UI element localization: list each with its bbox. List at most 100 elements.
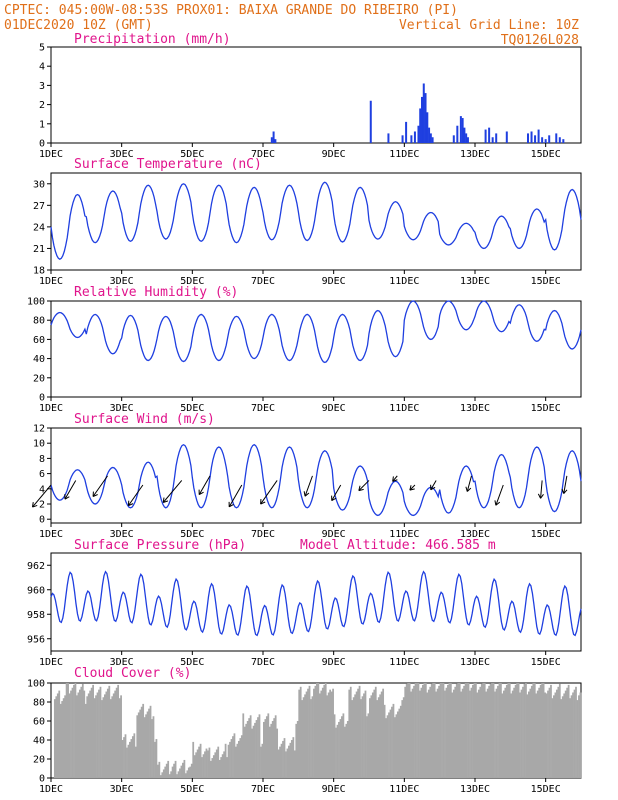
precip-bar xyxy=(541,137,544,143)
cloud-bar xyxy=(342,713,345,778)
cloud-bar xyxy=(483,683,486,778)
cloud-bar xyxy=(491,683,493,778)
wind-xtick-label: 13DEC xyxy=(460,529,490,540)
cloud-bar xyxy=(221,754,224,778)
wind-ytick-label: 0 xyxy=(39,515,45,526)
cloud-bar xyxy=(480,683,483,778)
cloud-bar xyxy=(254,722,256,778)
cloud-bar xyxy=(71,687,74,778)
cloud-bar xyxy=(164,766,167,778)
cloud-bar xyxy=(264,719,267,778)
cloud-bar xyxy=(84,703,87,778)
cloud-bar xyxy=(430,683,433,778)
cloud-bar xyxy=(267,713,270,778)
cloud-bar xyxy=(252,725,255,778)
wind-arrow xyxy=(358,480,370,491)
precip-bar xyxy=(466,137,469,143)
temp-title: Surface Temperature (nC) xyxy=(74,157,262,172)
cloud-bar xyxy=(346,721,349,778)
cloud-bar xyxy=(544,692,546,778)
cloud-bar xyxy=(439,683,442,778)
cloud-bar xyxy=(298,689,301,778)
cloud-bar xyxy=(201,757,203,778)
cloud-bar xyxy=(377,697,380,778)
cloud-bar xyxy=(195,752,198,778)
pressure-altitude: Model Altitude: 466.585 m xyxy=(300,538,496,553)
wind-arrow-head xyxy=(31,502,38,508)
cloud-bar xyxy=(76,695,78,778)
precip-xtick-label: 7DEC xyxy=(251,149,275,160)
wind-arrow xyxy=(466,475,472,492)
cloud-bar xyxy=(451,692,454,778)
cloud-bar xyxy=(479,686,482,778)
precip-bar xyxy=(465,133,468,143)
temp-xtick-label: 7DEC xyxy=(251,276,275,287)
cloud-bar xyxy=(395,714,398,778)
cloud-bar xyxy=(62,698,65,778)
cloud-bar xyxy=(361,696,364,778)
cloud-bar xyxy=(333,714,336,778)
cloud-bar xyxy=(566,687,569,778)
cloud-bar xyxy=(226,757,228,778)
cloud-bar xyxy=(161,772,164,778)
wind-arrow xyxy=(162,480,183,503)
cloud-bar xyxy=(105,691,108,778)
precip-bar xyxy=(461,118,464,143)
wind-arrow-head xyxy=(228,501,234,508)
wind-arrow-head xyxy=(561,488,568,494)
cloud-bar xyxy=(270,723,273,778)
precip-bar xyxy=(413,131,416,143)
cloud-bar xyxy=(207,750,209,778)
wind-title: Surface Wind (m/s) xyxy=(74,412,215,427)
cloud-xtick-label: 7DEC xyxy=(251,784,275,795)
precip-bar xyxy=(488,127,491,143)
precip-ytick-label: 3 xyxy=(39,81,45,92)
cloud-bar xyxy=(486,688,489,778)
cloud-bar xyxy=(261,743,264,778)
cloud-bar xyxy=(545,693,548,778)
rh-line xyxy=(50,300,582,364)
wind-arrow-head xyxy=(64,494,70,500)
cloud-bar xyxy=(70,690,72,778)
precip-bar xyxy=(405,121,408,143)
temp-xtick-label: 5DEC xyxy=(180,276,204,287)
cloud-bar xyxy=(507,683,510,778)
precip-bar xyxy=(527,133,529,143)
cloud-bar xyxy=(279,746,281,778)
cloud-bar xyxy=(187,767,190,778)
cloud-bar xyxy=(186,770,189,778)
cloud-bar xyxy=(286,748,289,778)
precip-bar xyxy=(387,133,390,143)
temp-xtick-label: 1DEC xyxy=(39,276,63,287)
precip-xtick-label: 9DEC xyxy=(322,149,346,160)
cloud-bar xyxy=(504,687,507,778)
wind-arrow xyxy=(260,480,278,505)
cloud-bar xyxy=(385,718,387,778)
wind-arrow-head xyxy=(465,486,472,492)
cloud-bar xyxy=(555,689,558,778)
cloud-bar xyxy=(136,715,139,778)
precip-bar xyxy=(562,139,565,143)
cloud-bar xyxy=(330,691,333,778)
pressure-ytick-label: 956 xyxy=(27,634,45,645)
cloud-bar xyxy=(579,692,582,778)
cloud-bar xyxy=(488,685,491,778)
cloud-bar xyxy=(449,683,452,778)
cloud-xtick-label: 1DEC xyxy=(39,784,63,795)
precip-ytick-label: 1 xyxy=(39,119,45,130)
cloud-bar xyxy=(192,741,195,778)
rh-xtick-label: 5DEC xyxy=(180,403,204,414)
cloud-bar xyxy=(227,744,230,778)
cloud-bar xyxy=(154,741,156,778)
cloud-bar xyxy=(196,749,199,778)
cloud-bar xyxy=(520,689,523,778)
cloud-bar xyxy=(477,689,480,778)
precip-bar xyxy=(274,139,277,143)
cloud-bar xyxy=(240,735,243,778)
cloud-bar xyxy=(429,686,432,778)
cloud-bar xyxy=(314,685,317,778)
cloud-bar xyxy=(280,743,283,778)
cloud-bar xyxy=(578,695,580,778)
cloud-bar xyxy=(391,706,393,778)
cloud-bar xyxy=(454,686,457,778)
